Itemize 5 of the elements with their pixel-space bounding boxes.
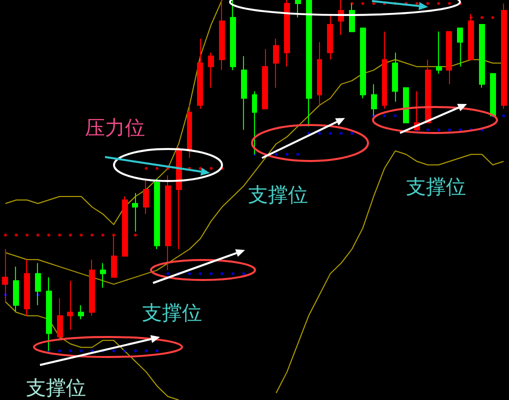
annotation: 支撑位 [248, 182, 308, 208]
annotation: 支撑位 [406, 174, 466, 200]
text: 支撑位 [26, 374, 86, 400]
annotation: 支撑位 [142, 300, 202, 326]
annotation: 压力位 [85, 114, 145, 142]
